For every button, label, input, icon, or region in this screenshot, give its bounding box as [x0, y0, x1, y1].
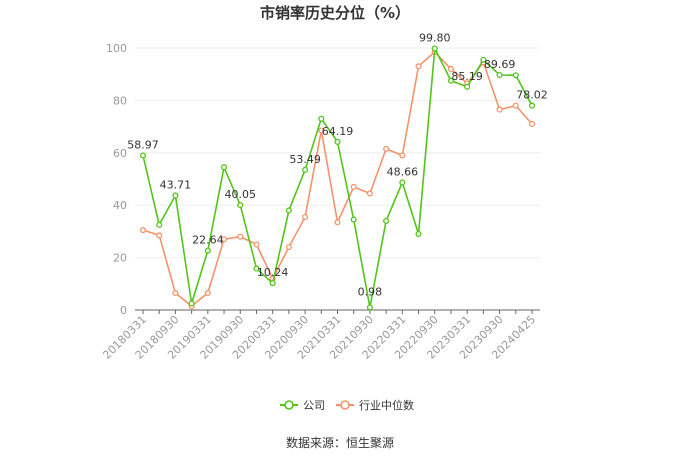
y-tick-label: 80 — [113, 94, 127, 107]
y-tick-label: 40 — [113, 199, 127, 212]
data-point — [237, 202, 244, 209]
data-point — [350, 183, 357, 190]
data-point — [285, 244, 292, 251]
data-point — [156, 221, 163, 228]
legend-label: 公司 — [303, 399, 325, 412]
data-point — [464, 83, 471, 90]
data-point — [399, 179, 406, 186]
data-point — [528, 120, 536, 128]
data-point — [334, 219, 341, 226]
data-point — [237, 233, 244, 240]
data-label: 85.19 — [451, 70, 483, 83]
data-point — [512, 102, 519, 109]
data-point — [318, 127, 325, 134]
legend: 公司 行业中位数 — [280, 398, 414, 412]
data-point — [480, 56, 487, 63]
grid-lines — [135, 47, 540, 259]
x-axis: 2018033120180930201903312019093020200331… — [100, 309, 540, 362]
data-label: 43.71 — [160, 178, 192, 191]
data-point — [366, 304, 373, 311]
series-company — [139, 45, 536, 311]
data-label: 48.66 — [387, 166, 419, 179]
data-point — [204, 289, 211, 297]
data-label: 78.02 — [516, 89, 548, 102]
data-point — [188, 300, 195, 307]
data-point — [496, 106, 503, 113]
data-point — [204, 247, 211, 254]
series-line — [142, 50, 533, 308]
legend-item-industry-median: 行业中位数 — [336, 398, 414, 412]
legend-marker — [284, 400, 294, 410]
data-point — [415, 230, 422, 238]
data-label: 40.05 — [225, 188, 257, 201]
chart-title: 市销率历史分位（%） — [260, 4, 410, 22]
y-tick-label: 0 — [120, 304, 127, 317]
data-point — [220, 236, 228, 243]
data-point — [496, 71, 503, 79]
data-point — [447, 77, 455, 84]
data-point — [302, 213, 309, 221]
data-point — [253, 241, 260, 248]
data-point — [269, 280, 276, 287]
series-industry-median — [139, 48, 536, 310]
legend-marker — [340, 400, 350, 410]
data-point — [172, 192, 179, 199]
data-point — [383, 145, 390, 152]
y-tick-label: 100 — [106, 42, 127, 55]
data-point — [253, 265, 260, 272]
data-point — [156, 232, 163, 239]
data-point — [139, 152, 147, 159]
data-label: 89.69 — [484, 58, 516, 71]
data-labels: 58.97 43.71 22.64 40.05 10.24 53.49 64.19 0.98 4… — [127, 32, 548, 299]
data-point — [366, 190, 373, 197]
data-label: 0.98 — [358, 285, 383, 298]
data-point — [431, 45, 438, 52]
data-point — [415, 63, 422, 70]
data-label: 99.80 — [419, 32, 451, 45]
data-point — [383, 217, 390, 224]
legend-item-company: 公司 — [280, 399, 325, 412]
data-point — [139, 227, 147, 234]
data-point — [318, 115, 325, 122]
data-point — [512, 72, 519, 79]
data-label: 58.97 — [127, 138, 159, 151]
series-layer — [139, 45, 536, 311]
data-point — [528, 102, 536, 109]
series-line — [142, 45, 533, 308]
y-axis-ticks: 0 20 40 60 80 100 — [106, 42, 127, 317]
data-point — [172, 289, 179, 297]
data-point — [220, 164, 228, 171]
data-point — [447, 65, 455, 73]
data-label: 64.19 — [322, 125, 354, 138]
source-note: 数据来源：恒生聚源 — [286, 435, 394, 450]
data-label: 53.49 — [289, 153, 321, 166]
data-point — [334, 138, 341, 145]
data-point — [302, 166, 309, 173]
data-label: 22.64 — [192, 234, 224, 247]
data-point — [399, 152, 406, 159]
y-tick-label: 60 — [113, 147, 127, 160]
legend-label: 行业中位数 — [359, 398, 414, 412]
y-tick-label: 20 — [113, 252, 127, 265]
data-point — [350, 216, 357, 223]
data-point — [285, 207, 292, 214]
data-label: 10.24 — [257, 266, 289, 279]
